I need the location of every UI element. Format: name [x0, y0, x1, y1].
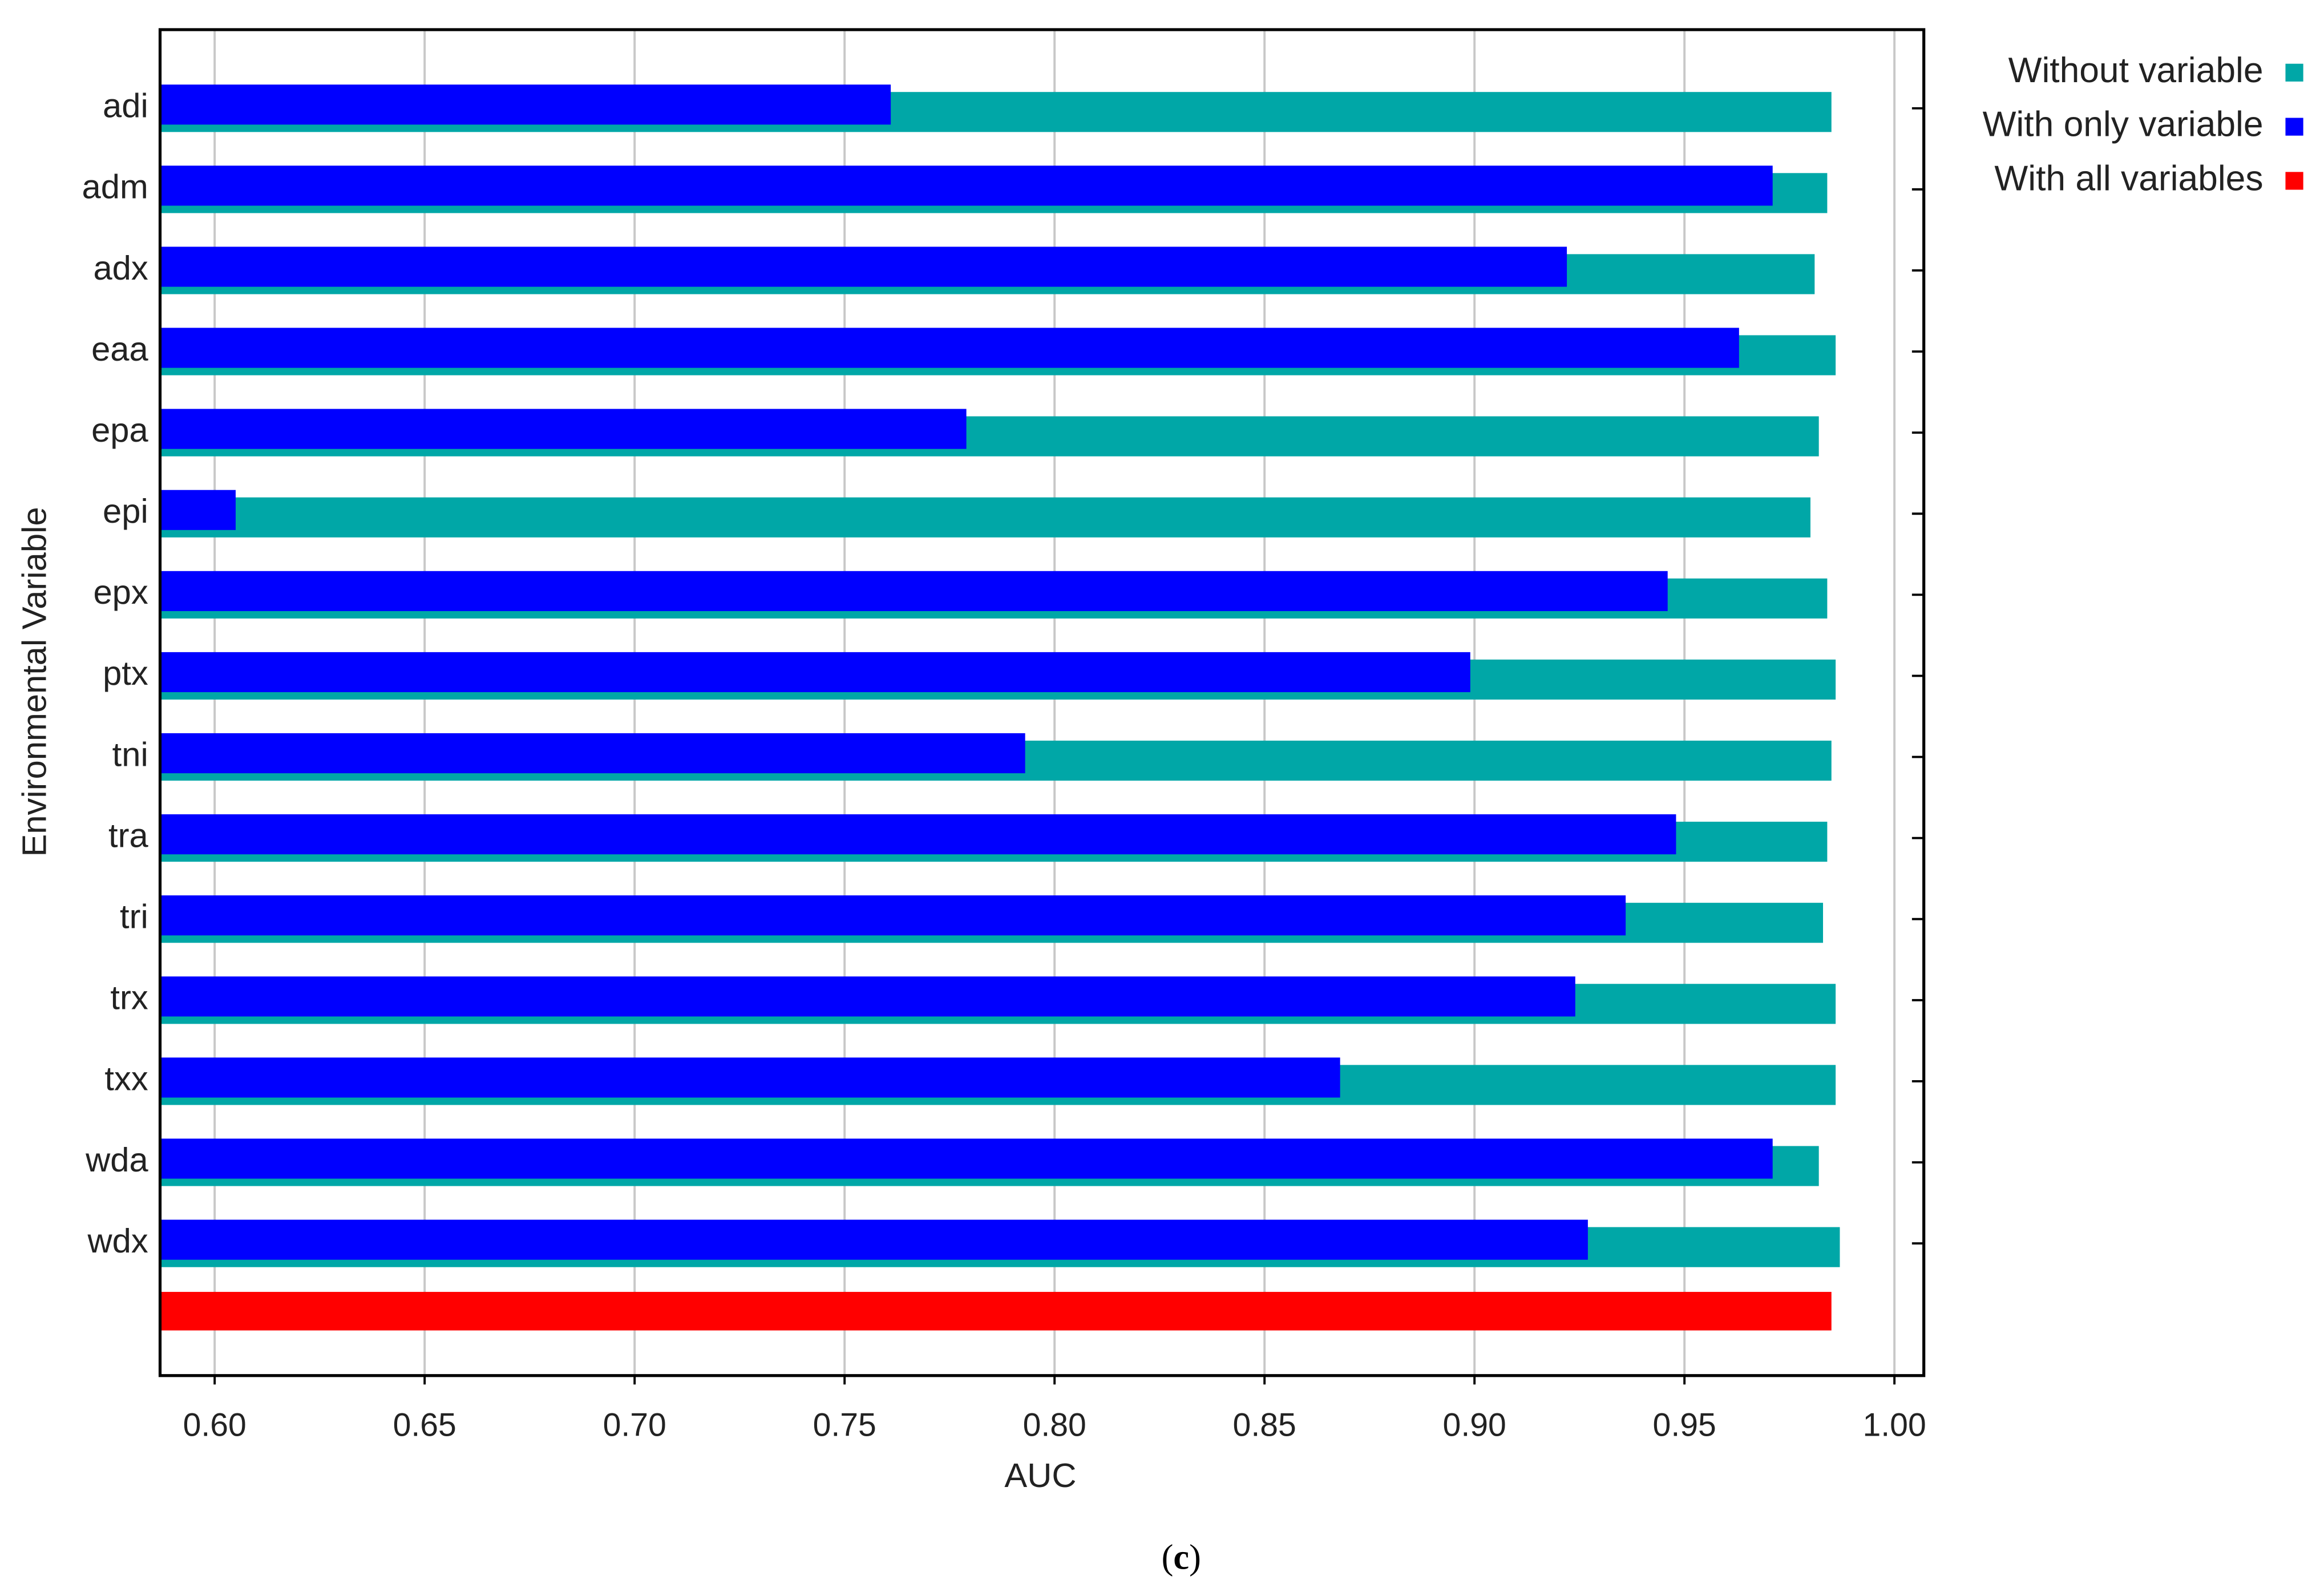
bar-with-only-variable: [160, 733, 1025, 774]
bar-with-only-variable: [160, 165, 1773, 206]
legend-swatch: [2285, 118, 2303, 136]
caption-label: c: [1173, 1538, 1189, 1577]
bar-with-only-variable: [160, 490, 236, 530]
bar-without-variable: [160, 497, 1810, 538]
y-tick-label: wda: [85, 1141, 148, 1179]
bar-with-only-variable: [160, 814, 1676, 855]
x-tick-label: 0.60: [183, 1407, 246, 1444]
y-tick-label: tri: [120, 898, 148, 936]
y-tick-label: tra: [108, 816, 148, 854]
y-tick-label: epa: [91, 411, 148, 449]
bar-with-all-variables: [160, 1292, 1832, 1331]
legend-label: With only variable: [1983, 105, 2264, 144]
x-tick-label: 0.95: [1653, 1407, 1716, 1444]
y-tick-label: adx: [93, 249, 148, 287]
caption: (c): [1162, 1538, 1201, 1577]
legend-label: Without variable: [2008, 51, 2264, 90]
y-tick-label: ptx: [103, 654, 148, 692]
y-tick-label: eaa: [91, 330, 148, 368]
y-tick-label: epx: [93, 573, 148, 611]
bar-with-only-variable: [160, 1219, 1588, 1260]
y-tick-label: txx: [104, 1060, 148, 1098]
x-tick-label: 0.80: [1023, 1407, 1086, 1444]
bar-with-only-variable: [160, 247, 1567, 287]
x-tick-label: 0.75: [813, 1407, 876, 1444]
y-tick-label: adm: [82, 168, 148, 206]
x-tick-label: 1.00: [1863, 1407, 1926, 1444]
x-tick-label: 0.65: [393, 1407, 456, 1444]
caption-prefix: (: [1162, 1538, 1174, 1577]
bar-with-only-variable: [160, 976, 1575, 1017]
bar-with-only-variable: [160, 409, 967, 449]
y-tick-label: tni: [112, 735, 148, 773]
y-tick-label: trx: [110, 979, 148, 1017]
legend-swatch: [2285, 172, 2303, 190]
bar-with-only-variable: [160, 895, 1626, 936]
x-axis-label: AUC: [1004, 1456, 1076, 1494]
bar-with-only-variable: [160, 571, 1668, 611]
bar-with-only-variable: [160, 652, 1470, 693]
x-tick-label: 0.90: [1443, 1407, 1506, 1444]
y-axis-label: Environmental Variable: [15, 507, 54, 856]
y-tick-label: wdx: [87, 1222, 148, 1260]
bar-with-only-variable: [160, 84, 891, 125]
y-tick-label: adi: [103, 87, 148, 125]
legend-label: With all variables: [1994, 159, 2263, 198]
bar-with-only-variable: [160, 328, 1739, 368]
caption-suffix: ): [1189, 1538, 1201, 1577]
plot-frame: [158, 28, 1926, 1377]
legend-swatch: [2285, 63, 2303, 82]
bar-with-only-variable: [160, 1057, 1340, 1098]
bar-with-only-variable: [160, 1138, 1773, 1179]
x-tick-label: 0.70: [603, 1407, 666, 1444]
x-tick-label: 0.85: [1233, 1407, 1296, 1444]
y-tick-label: epi: [103, 492, 148, 530]
